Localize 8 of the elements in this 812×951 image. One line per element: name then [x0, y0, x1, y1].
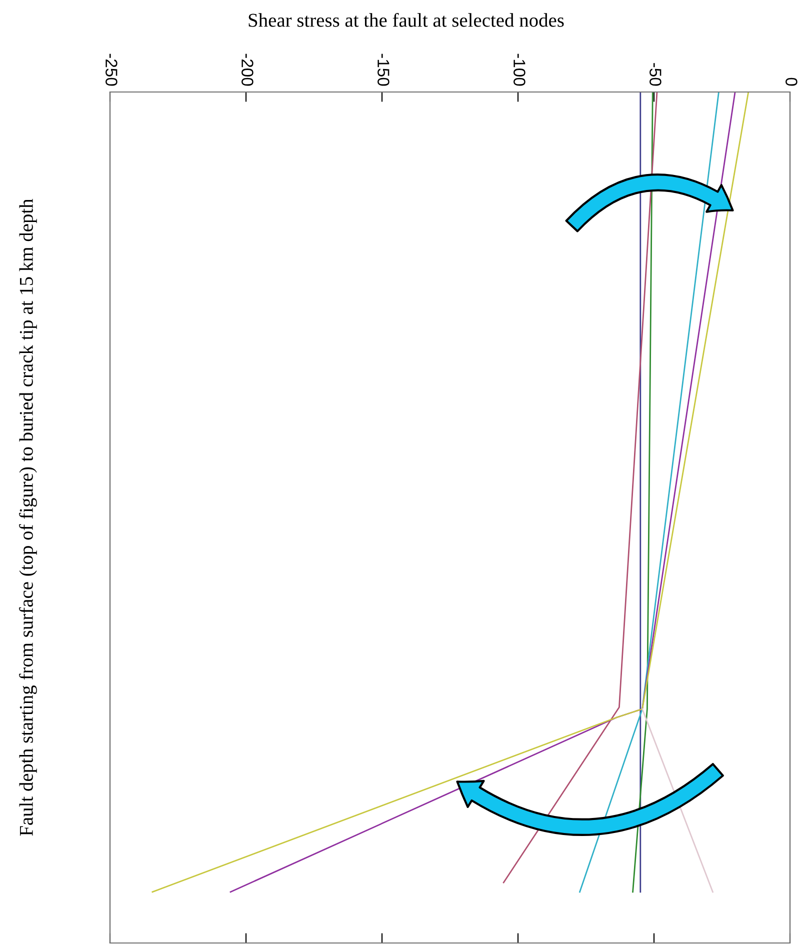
x-tick-label: -50 — [650, 63, 662, 86]
x-tick-label: -250 — [106, 54, 118, 86]
chart-title: Shear stress at the fault at selected nodes — [248, 12, 564, 27]
x-tick-label: -200 — [242, 54, 254, 86]
x-tick-label: 0 — [786, 78, 798, 86]
x-tick-label: -100 — [514, 54, 526, 86]
x-tick-label: -150 — [378, 54, 390, 86]
y-axis-title: Fault depth starting from surface (top of figure) to buried crack tip at 15 km depth — [19, 198, 37, 836]
